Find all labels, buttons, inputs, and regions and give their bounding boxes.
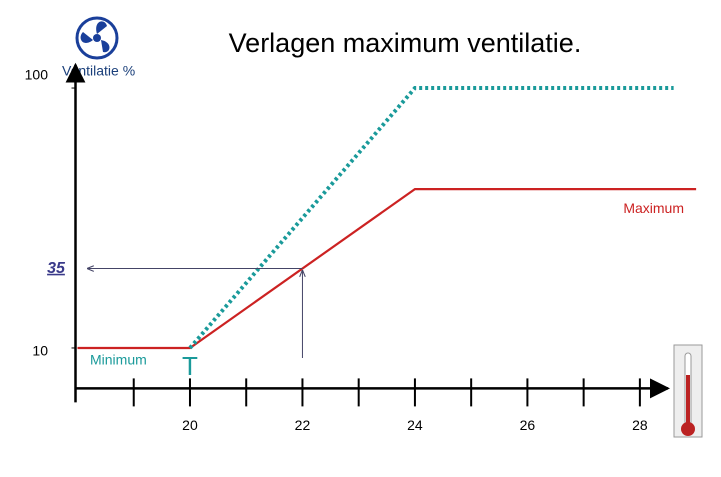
series-line (188, 86, 674, 350)
x-tick-label: 26 (520, 417, 536, 433)
y-tick-label: 100 (25, 67, 49, 83)
series-label: Maximum (623, 200, 684, 216)
minimum-label: Minimum (90, 352, 147, 368)
x-tick-label: 22 (295, 417, 311, 433)
y-axis-label: Ventilatie % (62, 63, 135, 79)
chart-title: Verlagen maximum ventilatie. (229, 28, 582, 58)
fan-icon (75, 16, 119, 60)
setpoint-label: T (182, 351, 198, 381)
x-tick-label: 24 (407, 417, 423, 433)
y-tick-label: 10 (32, 343, 48, 359)
marker-label: 35 (47, 260, 66, 277)
x-tick-label: 28 (632, 417, 648, 433)
x-tick-label: 20 (182, 417, 198, 433)
thermometer-icon (673, 344, 703, 438)
